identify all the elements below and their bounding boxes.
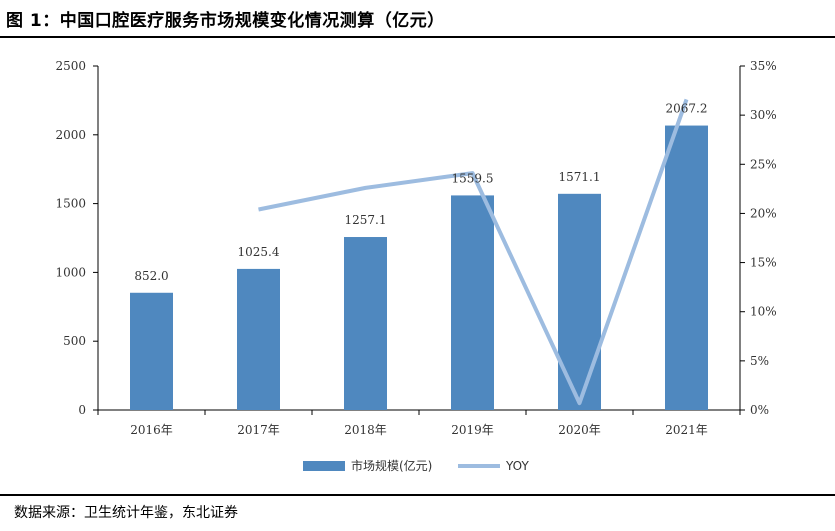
x-tick-label: 2020年 xyxy=(558,423,601,437)
title-rule xyxy=(0,36,835,38)
bar-value-label: 2067.2 xyxy=(666,102,708,116)
y-tick-label: 2500 xyxy=(55,59,86,73)
legend-bar-label: 市场规模(亿元) xyxy=(351,458,432,473)
y-tick-label: 500 xyxy=(63,334,86,348)
y-tick-label: 1000 xyxy=(55,265,86,279)
bar-value-label: 1571.1 xyxy=(559,170,601,184)
x-tick-label: 2017年 xyxy=(237,423,280,437)
chart: 0 500 1000 1500 2000 2500 0% 5% 10% 15% 20% 25% 30% 3… xyxy=(55,59,776,473)
bar-value-label: 852.0 xyxy=(134,269,168,283)
source-note: 数据来源：卫生统计年鉴，东北证券 xyxy=(14,505,238,521)
chart-axes: 0 500 1000 1500 2000 2500 0% 5% 10% 15% 20% 25% 30% 3… xyxy=(55,59,776,437)
data-labels: 852.0 1025.4 1257.1 1559.5 1571.1 2067.2 xyxy=(134,102,707,283)
bar xyxy=(237,268,280,410)
y2-tick-label: 10% xyxy=(750,305,777,319)
y2-tick-label: 35% xyxy=(750,59,777,73)
x-tick-label: 2016年 xyxy=(130,423,173,437)
bar xyxy=(558,193,601,410)
y2-tick-label: 15% xyxy=(750,256,777,270)
y-tick-label: 2000 xyxy=(55,128,86,142)
x-tick-label: 2018年 xyxy=(344,423,387,437)
y2-tick-label: 30% xyxy=(750,108,777,122)
y2-tick-label: 25% xyxy=(750,157,777,171)
bar xyxy=(344,237,387,410)
y-tick-label: 1500 xyxy=(55,197,86,211)
bar xyxy=(451,195,494,410)
x-tick-label: 2019年 xyxy=(451,423,494,437)
y2-tick-label: 0% xyxy=(750,403,769,417)
legend-line-label: YOY xyxy=(505,459,529,473)
bar-series xyxy=(130,125,708,410)
y2-tick-label: 20% xyxy=(750,206,777,220)
footer-rule xyxy=(0,494,835,496)
figure-title: 图 1：中国口腔医疗服务市场规模变化情况测算（亿元） xyxy=(6,11,445,31)
legend-bar-swatch xyxy=(303,461,345,471)
y-tick-label: 0 xyxy=(78,403,86,417)
bar xyxy=(130,292,173,410)
bar-value-label: 1257.1 xyxy=(345,213,387,227)
x-tick-label: 2021年 xyxy=(665,423,708,437)
bar-value-label: 1025.4 xyxy=(238,245,280,259)
bar-value-label: 1559.5 xyxy=(452,171,494,185)
legend: 市场规模(亿元) YOY xyxy=(303,458,529,473)
y2-tick-label: 5% xyxy=(750,354,769,368)
bar xyxy=(665,125,708,410)
yoy-line-series xyxy=(258,98,689,406)
